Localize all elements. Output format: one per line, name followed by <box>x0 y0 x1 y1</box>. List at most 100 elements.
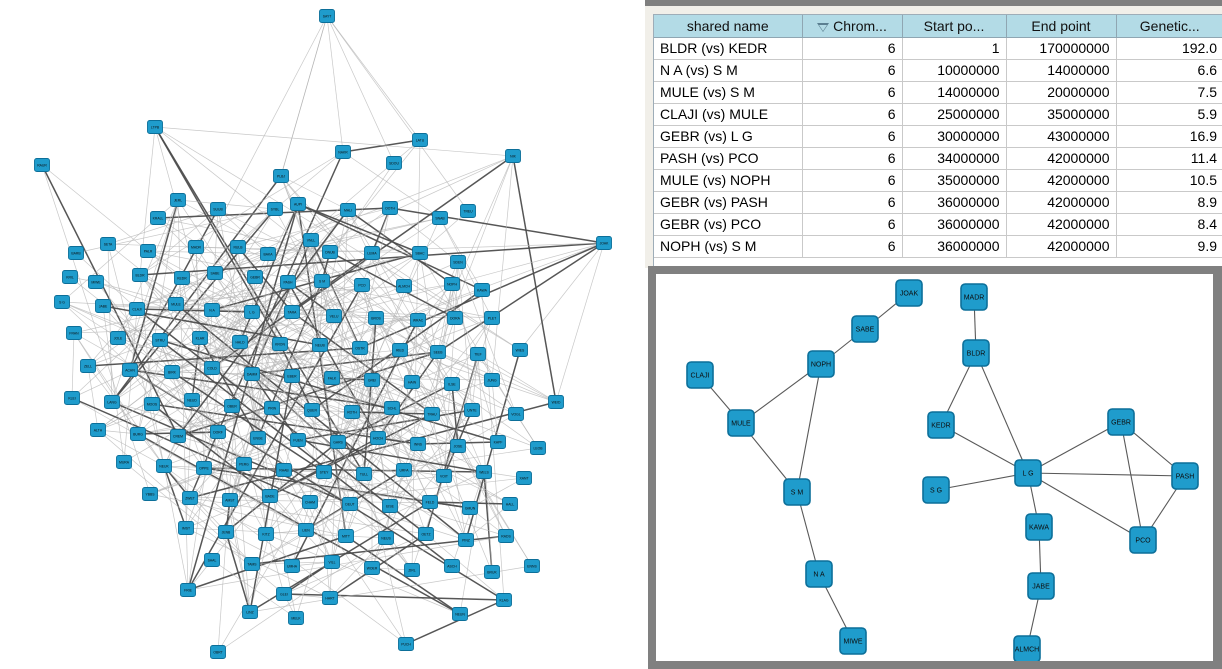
main-network-node[interactable]: VELU <box>326 309 342 323</box>
main-network-node-shape[interactable] <box>516 471 532 485</box>
main-network-node-shape[interactable] <box>236 457 252 471</box>
main-network-node-shape[interactable] <box>422 495 438 509</box>
main-network-node[interactable]: OETZ <box>418 527 434 541</box>
subnetwork-node[interactable]: JOAK <box>895 279 923 307</box>
main-network-node-shape[interactable] <box>170 193 186 207</box>
main-network-node-shape[interactable] <box>430 345 446 359</box>
main-network-node[interactable]: KEDR <box>174 271 190 285</box>
main-network-node[interactable]: BRUK <box>484 565 500 579</box>
main-network-node-shape[interactable] <box>95 299 111 313</box>
main-network-node-shape[interactable] <box>142 487 158 501</box>
main-network-node[interactable]: PLBJ <box>273 169 289 183</box>
main-network-node[interactable]: LEOB <box>530 441 546 455</box>
main-network-node-shape[interactable] <box>396 463 412 477</box>
table-body[interactable]: BLDR (vs) KEDR 6 1 170000000 192.0 N A (vs) S… <box>654 37 1222 258</box>
table-row[interactable]: NOPH (vs) S M 6 36000000 42000000 9.9 <box>654 235 1222 258</box>
main-network-node[interactable]: ILSE <box>444 377 460 391</box>
main-network-node[interactable]: SNAB <box>432 211 448 225</box>
subnetwork-node[interactable]: MIWE <box>839 627 867 655</box>
main-network-node[interactable]: VILL <box>324 555 340 569</box>
main-network-node[interactable]: SYBL <box>267 202 283 216</box>
main-network-node[interactable]: SDOU <box>386 156 402 170</box>
main-network-node-shape[interactable] <box>370 431 386 445</box>
subnetwork-canvas[interactable]: CLAJI MULE NOPH SABE JOAK S M N A MIWE MADR BLDR K… <box>656 274 1213 661</box>
subnetwork-node-shape[interactable] <box>1013 635 1041 661</box>
main-network-node-shape[interactable] <box>244 367 260 381</box>
subnetwork-node[interactable]: N A <box>805 560 833 588</box>
subnetwork-node-shape[interactable] <box>895 279 923 307</box>
main-network-node-shape[interactable] <box>314 274 330 288</box>
main-network-node[interactable]: OBER <box>224 399 240 413</box>
main-network-node[interactable]: FALK <box>324 371 340 385</box>
main-network-node-shape[interactable] <box>140 244 156 258</box>
main-network-node-shape[interactable] <box>204 361 220 375</box>
main-network-node-shape[interactable] <box>182 491 198 505</box>
table-row[interactable]: MULE (vs) NOPH 6 35000000 42000000 10.5 <box>654 169 1222 192</box>
main-network-node-shape[interactable] <box>178 521 194 535</box>
main-network-node-shape[interactable] <box>132 268 148 282</box>
main-network-node-shape[interactable] <box>364 561 380 575</box>
main-network-node-shape[interactable] <box>548 395 564 409</box>
main-network-node-shape[interactable] <box>260 247 276 261</box>
main-network-node[interactable]: S G <box>54 295 70 309</box>
subnetwork-node[interactable]: PCO <box>1129 526 1157 554</box>
main-network-node[interactable]: GEBR <box>247 270 263 284</box>
main-network-node-shape[interactable] <box>247 270 263 284</box>
main-network-node[interactable]: BLDR <box>132 268 148 282</box>
main-network-node-shape[interactable] <box>404 563 420 577</box>
main-network-node[interactable]: PASH <box>280 275 296 289</box>
main-network-node[interactable]: SAAL <box>204 553 220 567</box>
main-network-node-shape[interactable] <box>170 429 186 443</box>
main-network-node-shape[interactable] <box>322 591 338 605</box>
main-network-node-shape[interactable] <box>264 401 280 415</box>
main-network-node-shape[interactable] <box>262 489 278 503</box>
main-network-node-shape[interactable] <box>508 407 524 421</box>
main-network-node-shape[interactable] <box>322 245 338 259</box>
main-network-node[interactable]: SCHL <box>384 401 400 415</box>
main-network-node-shape[interactable] <box>452 607 468 621</box>
main-network-node-shape[interactable] <box>484 373 500 387</box>
main-network-node[interactable]: BARB <box>68 246 84 260</box>
main-network-node[interactable]: WRAC <box>410 313 426 327</box>
main-network-node-shape[interactable] <box>168 297 184 311</box>
main-network-node[interactable]: SEEB <box>430 345 446 359</box>
subnetwork-node[interactable]: GEBR <box>1107 408 1135 436</box>
subnetwork-node[interactable]: S G <box>922 476 950 504</box>
main-network-node-shape[interactable] <box>284 305 300 319</box>
main-network-node[interactable]: JOSE <box>450 439 466 453</box>
main-network-node-shape[interactable] <box>280 275 296 289</box>
subnetwork-node[interactable]: MADR <box>960 283 988 311</box>
main-network-node[interactable]: CREM <box>170 429 186 443</box>
main-network-node-shape[interactable] <box>210 425 226 439</box>
main-network-node-shape[interactable] <box>304 403 320 417</box>
main-network-node-shape[interactable] <box>276 587 292 601</box>
main-network-node-shape[interactable] <box>316 465 332 479</box>
main-network-node-shape[interactable] <box>144 397 160 411</box>
main-network-node[interactable]: GLEI <box>276 587 292 601</box>
subnetwork-node-shape[interactable] <box>851 315 879 343</box>
main-network-node[interactable]: KLAG <box>496 593 512 607</box>
subnetwork-node-shape[interactable] <box>960 283 988 311</box>
main-network-node-shape[interactable] <box>210 202 226 216</box>
main-network-node-shape[interactable] <box>524 559 540 573</box>
main-network-node-shape[interactable] <box>156 459 172 473</box>
table-row[interactable]: CLAJI (vs) MULE 6 25000000 35000000 5.9 <box>654 103 1222 126</box>
main-network-node[interactable]: UMHA <box>284 559 300 573</box>
main-network-node-shape[interactable] <box>444 277 460 291</box>
main-network-node-shape[interactable] <box>474 283 490 297</box>
main-network-node[interactable]: KITZ <box>258 527 274 541</box>
main-network-node[interactable]: VOIT <box>436 469 452 483</box>
main-network-node-shape[interactable] <box>330 435 346 449</box>
main-network-node[interactable]: ALMCH <box>396 279 412 293</box>
main-network-node[interactable]: IMST <box>178 521 194 535</box>
main-network-node-shape[interactable] <box>496 593 512 607</box>
main-network-node[interactable]: PRIN <box>264 401 280 415</box>
main-network-node[interactable]: LATU <box>412 133 428 147</box>
main-network-node[interactable]: PERG <box>236 457 252 471</box>
main-network-node[interactable]: LANG <box>104 395 120 409</box>
main-network-node[interactable]: KRALL <box>150 211 166 225</box>
subnetwork-node-shape[interactable] <box>962 339 990 367</box>
main-network-node[interactable]: LTPB <box>147 120 163 134</box>
main-network-node[interactable]: NEUB <box>312 338 328 352</box>
main-network-node[interactable]: MITT <box>338 529 354 543</box>
